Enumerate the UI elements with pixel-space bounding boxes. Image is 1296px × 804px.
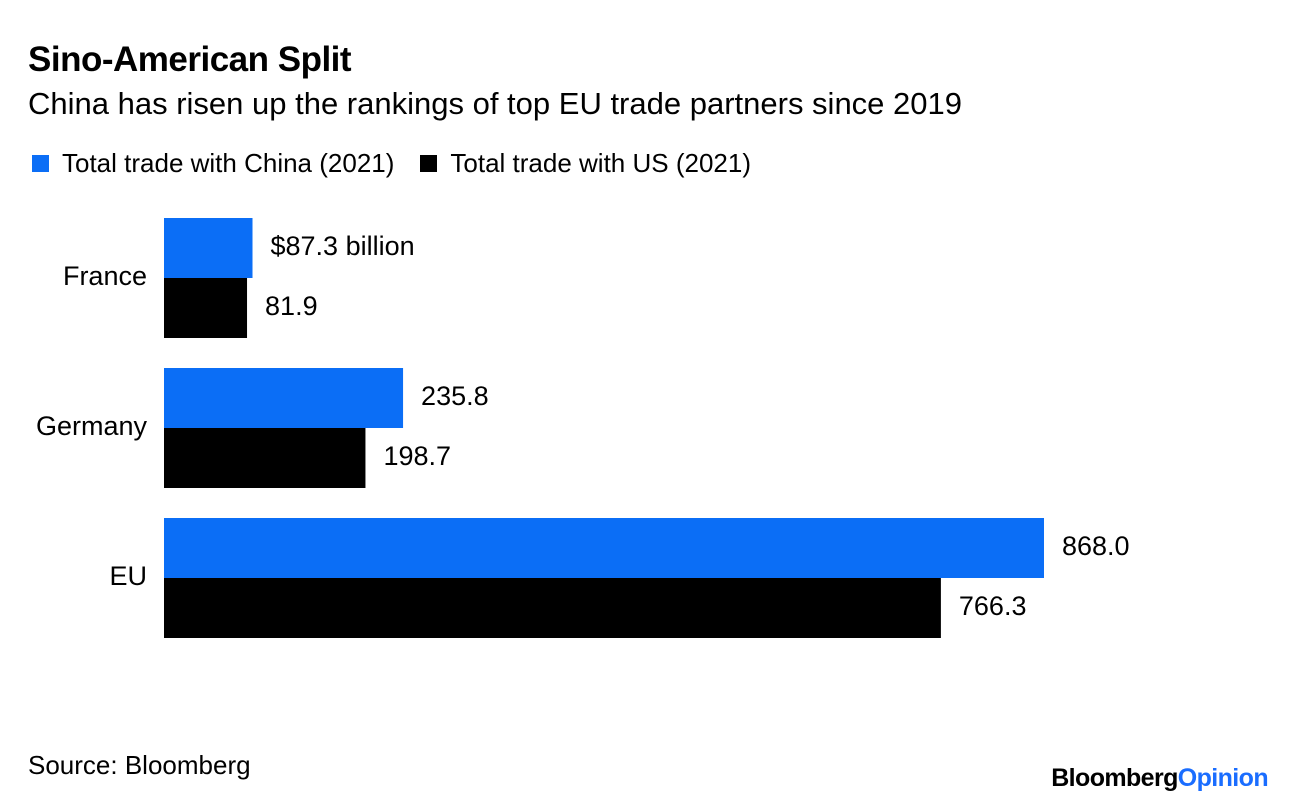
value-label-eu-china: 868.0 — [1062, 531, 1130, 561]
source-note: Source: Bloomberg — [28, 750, 251, 780]
legend-item-us: Total trade with US (2021) — [420, 148, 751, 179]
bar-france-china — [164, 218, 253, 278]
bar-germany-china — [164, 368, 404, 428]
category-label-france: France — [63, 261, 147, 291]
category-label-eu: EU — [109, 561, 147, 591]
legend-swatch-china — [32, 155, 49, 172]
bar-eu-china — [164, 518, 1044, 578]
value-label-france-china: $87.3 billion — [271, 231, 415, 261]
bar-eu-us — [164, 578, 941, 638]
chart-subtitle: China has risen up the rankings of top E… — [28, 86, 962, 121]
legend: Total trade with China (2021) Total trad… — [32, 148, 777, 179]
logo-accent-text: Opinion — [1177, 764, 1269, 792]
legend-swatch-us — [420, 155, 438, 172]
bar-germany-us — [164, 428, 366, 488]
legend-item-china: Total trade with China (2021) — [32, 148, 394, 179]
category-label-germany: Germany — [36, 411, 148, 441]
bar-france-us — [164, 278, 248, 338]
legend-label-us: Total trade with US (2021) — [450, 148, 751, 178]
value-label-germany-china: 235.8 — [421, 381, 489, 411]
legend-label-china: Total trade with China (2021) — [62, 148, 395, 178]
chart-title: Sino-American Split — [28, 40, 352, 79]
logo-main-text: Bloomberg — [1051, 764, 1178, 792]
value-label-france-us: 81.9 — [265, 291, 318, 321]
value-label-germany-us: 198.7 — [383, 441, 451, 471]
value-label-eu-us: 766.3 — [959, 591, 1027, 621]
bloomberg-opinion-logo: BloombergOpinion — [1051, 764, 1268, 793]
